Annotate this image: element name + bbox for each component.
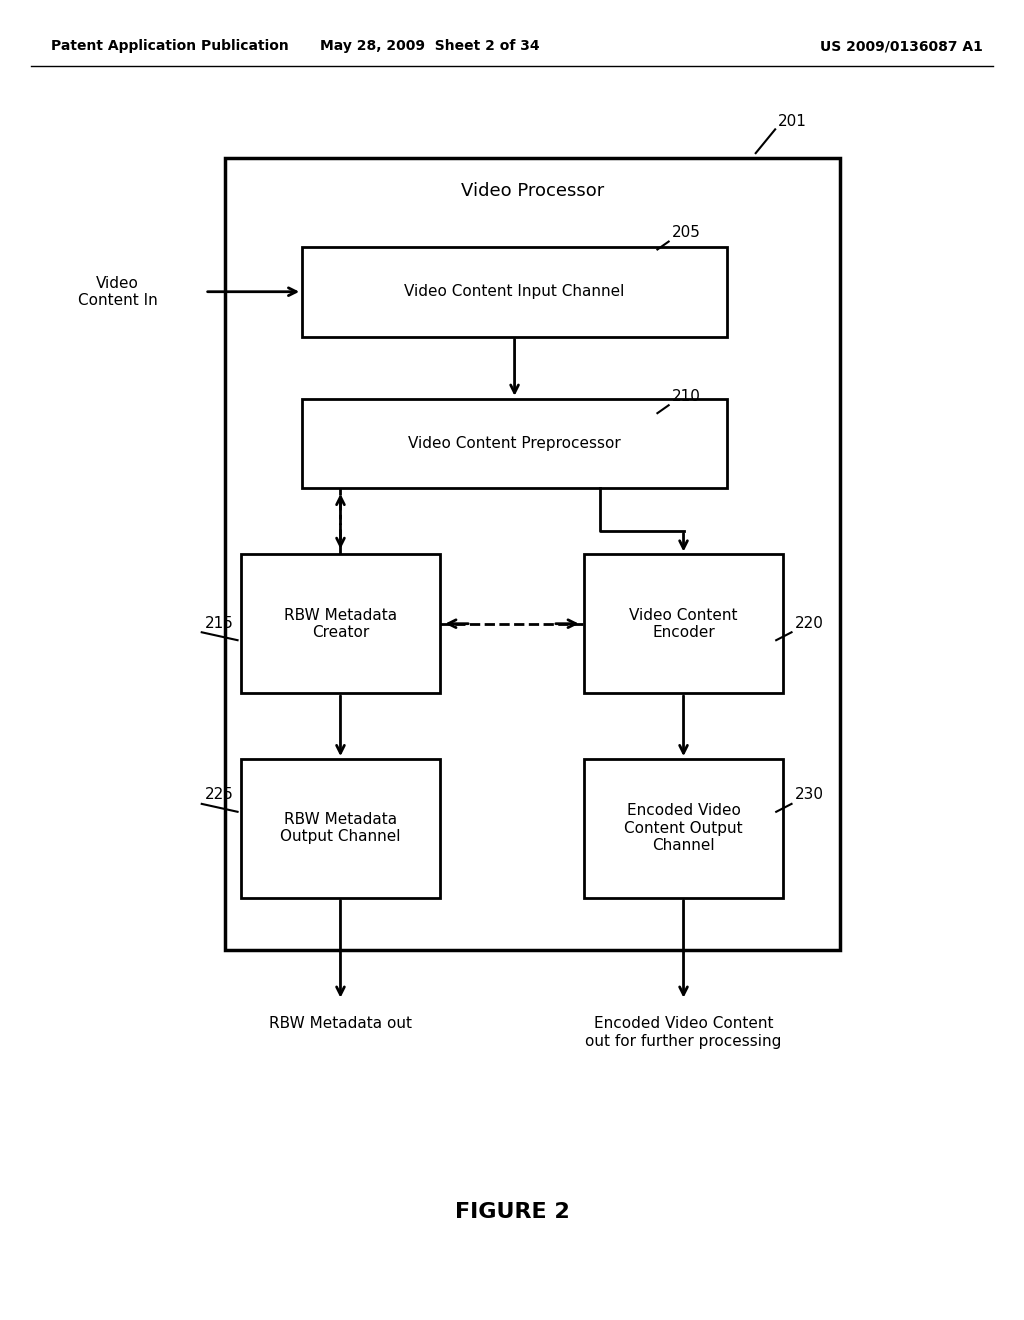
Text: Video Processor: Video Processor: [461, 182, 604, 201]
FancyBboxPatch shape: [584, 759, 783, 898]
Text: 205: 205: [672, 224, 700, 240]
Text: 210: 210: [672, 388, 700, 404]
Text: RBW Metadata out: RBW Metadata out: [269, 1016, 412, 1031]
Text: Patent Application Publication: Patent Application Publication: [51, 40, 289, 53]
FancyBboxPatch shape: [241, 759, 440, 898]
FancyBboxPatch shape: [225, 158, 840, 950]
Text: RBW Metadata
Creator: RBW Metadata Creator: [284, 607, 397, 640]
Text: Video Content Preprocessor: Video Content Preprocessor: [409, 436, 621, 451]
FancyBboxPatch shape: [584, 554, 783, 693]
Text: Encoded Video
Content Output
Channel: Encoded Video Content Output Channel: [625, 804, 742, 853]
Text: Video
Content In: Video Content In: [78, 276, 158, 308]
FancyBboxPatch shape: [241, 554, 440, 693]
Text: 225: 225: [205, 787, 233, 803]
Text: Encoded Video Content
out for further processing: Encoded Video Content out for further pr…: [586, 1016, 781, 1049]
Text: May 28, 2009  Sheet 2 of 34: May 28, 2009 Sheet 2 of 34: [321, 40, 540, 53]
FancyBboxPatch shape: [302, 247, 727, 337]
Text: 230: 230: [795, 787, 823, 803]
Text: FIGURE 2: FIGURE 2: [455, 1201, 569, 1222]
Text: 215: 215: [205, 615, 233, 631]
FancyBboxPatch shape: [302, 399, 727, 488]
Text: US 2009/0136087 A1: US 2009/0136087 A1: [819, 40, 983, 53]
Text: Video Content Input Channel: Video Content Input Channel: [404, 284, 625, 300]
Text: 220: 220: [795, 615, 823, 631]
Text: Video Content
Encoder: Video Content Encoder: [630, 607, 737, 640]
Text: RBW Metadata
Output Channel: RBW Metadata Output Channel: [281, 812, 400, 845]
Text: 201: 201: [778, 114, 807, 129]
